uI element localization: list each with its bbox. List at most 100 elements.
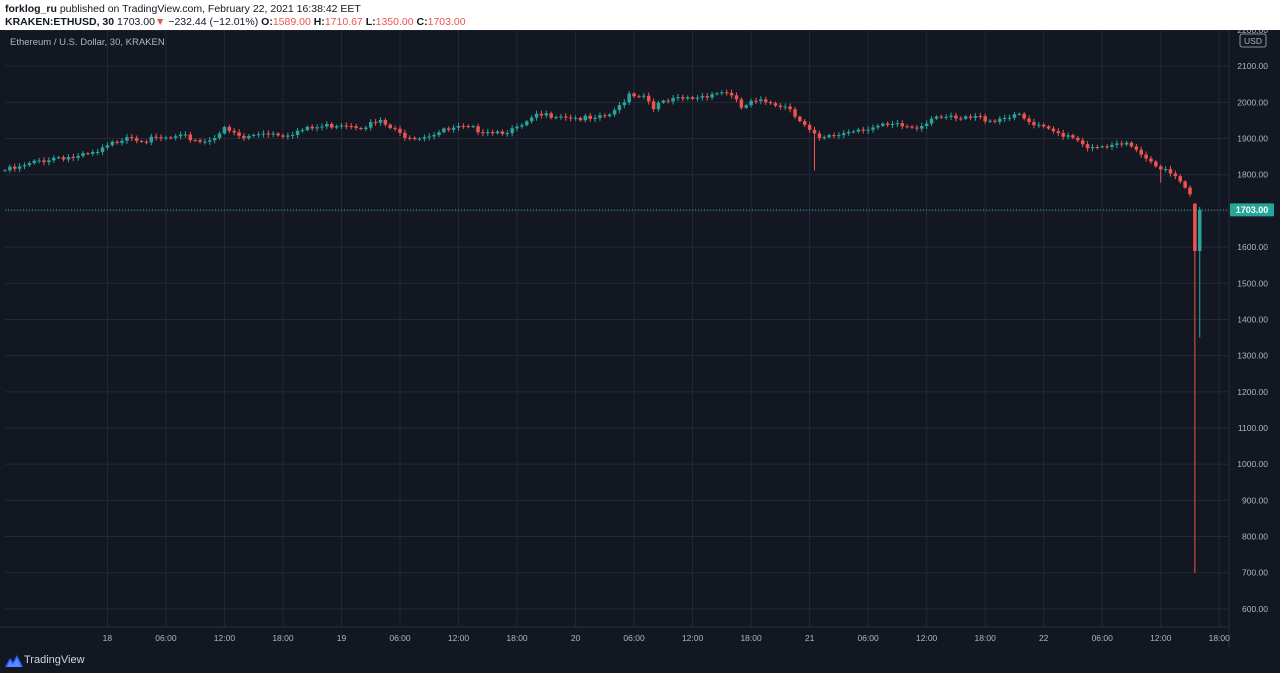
candle [442,127,446,134]
candle-body [773,103,778,106]
candle [715,91,719,96]
candle-body [81,153,85,156]
candlestick-chart[interactable]: 600.00 700.00 800.00 900.00 1000.00 1100.00 12… [0,25,1280,649]
candle [827,133,831,139]
candle-body [1183,181,1187,188]
candle [568,114,573,122]
candle [1017,112,1022,116]
publish-text: published on TradingView.com, February 2… [59,3,361,15]
candle [227,124,232,134]
author-name[interactable]: forklog_ru [5,3,57,15]
time-tick-label: 12:00 [214,633,236,643]
candle-body [949,115,953,117]
candle-body [110,141,115,146]
candle [359,126,363,131]
candle [159,134,163,142]
candle-body [939,116,944,118]
candle [256,131,261,138]
candle-body [768,102,773,104]
candle [1163,166,1168,173]
candle [651,98,656,113]
candle-body [822,137,827,139]
price-tick-label: 1800.00 [1237,170,1268,180]
candle-body [456,126,461,128]
footer-bar: TradingView [0,649,1280,673]
tradingview-logo-icon[interactable] [5,655,23,667]
candle-body [1197,209,1202,252]
candle-body [1061,132,1065,137]
candle [1037,121,1041,129]
candle-body [1100,146,1104,148]
candle [1022,111,1026,121]
candle [315,124,319,132]
candle-body [856,129,861,132]
candle [793,106,797,120]
candle-body [183,134,188,136]
candle [529,115,534,124]
currency-badge[interactable]: USD [1239,33,1267,48]
candle-body [481,132,485,134]
candle-body [568,117,573,119]
candle-body [1158,166,1163,170]
candle [1144,151,1148,162]
tradingview-brand[interactable]: TradingView [24,654,85,666]
time-tick-label: 12:00 [1150,633,1172,643]
candle-body [573,117,578,119]
candle [120,138,124,146]
candle [720,90,724,96]
candle [573,115,578,121]
candle [17,163,22,172]
candle-body [1124,142,1129,145]
candle-body [3,170,7,172]
candle [271,131,275,138]
candle-body [378,120,383,123]
candle [412,136,417,141]
time-axis[interactable]: 18 06:00 12:00 18:00 19 06:00 12:00 18:00 20 06:0… [103,633,1230,643]
time-tick-label: 18 [103,633,113,643]
candle-body [793,109,797,117]
candle [486,128,490,137]
candle-body [1163,169,1168,171]
chart-area[interactable]: 600.00 700.00 800.00 900.00 1000.00 1100.00 12… [0,25,1280,649]
candle-body [827,135,831,138]
candle [900,120,905,130]
candle [1149,156,1153,165]
candle [329,122,334,130]
candle-body [1095,146,1100,148]
candle [783,103,787,111]
candle-body [817,133,822,138]
candle [578,116,583,122]
candle [656,100,661,112]
candle-body [598,115,602,118]
price-tick-label: 2000.00 [1237,97,1268,107]
candle-body [266,133,271,135]
candle-body [583,115,588,121]
candle-body [486,132,490,134]
candle-body [447,128,451,130]
candle-body [705,96,709,98]
candle [500,129,505,136]
candle-body [32,160,37,164]
candle [456,122,461,131]
candle-body [100,147,105,152]
candle [973,112,978,121]
candle [910,125,914,130]
candle-body [876,125,880,128]
candle [671,94,675,105]
candle [373,118,378,126]
candle [520,123,524,129]
candle [22,162,27,170]
candle [1032,118,1036,129]
candle [525,120,529,127]
time-tick-label: 18:00 [272,633,294,643]
candle-body [1046,126,1051,129]
candle-body [500,131,505,134]
candle-body [861,129,866,131]
price-tick-label: 1300.00 [1237,351,1268,361]
candle-body [300,130,305,132]
candle-body [290,134,295,136]
price-tick-label: 700.00 [1242,568,1268,578]
candle [42,157,46,166]
time-tick-label: 06:00 [1092,633,1114,643]
candle-body [690,97,695,99]
